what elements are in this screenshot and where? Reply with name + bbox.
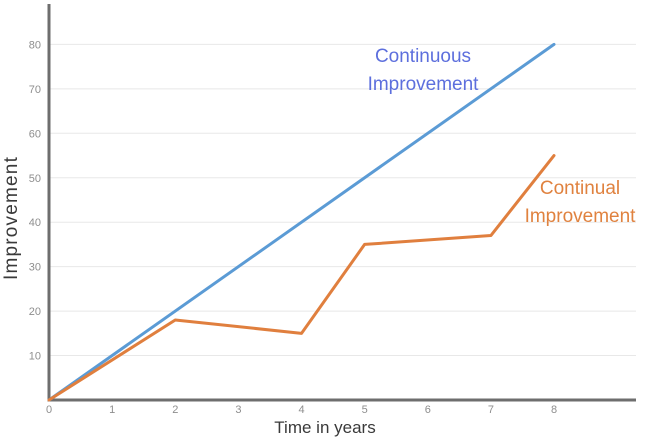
axes [47,4,636,402]
y-tick-label-70: 70 [29,84,41,96]
x-tick-label-8: 8 [551,404,557,416]
x-tick-label-2: 2 [172,404,178,416]
x-tick-label-5: 5 [362,404,368,416]
y-tick-label-80: 80 [29,39,41,51]
x-tick-label-4: 4 [298,404,304,416]
continuous-label-line2: Improvement [368,74,480,95]
continuous-label-line1: Continuous [375,46,471,67]
x-axis-title: Time in years [274,418,375,437]
x-tick-label-7: 7 [488,404,494,416]
y-tick-label-20: 20 [29,306,41,318]
continual-label-line2: Improvement [525,206,637,227]
gridlines [49,43,636,357]
y-tick-label-40: 40 [29,217,41,229]
x-tick-label-3: 3 [235,404,241,416]
series-lines [47,42,556,402]
y-tick-label-60: 60 [29,128,41,140]
x-axis-tick-labels: 0 1 2 3 4 5 6 7 8 [46,404,557,416]
y-tick-label-50: 50 [29,173,41,185]
x-tick-label-0: 0 [46,404,52,416]
series-continuous-annotation: Continuous Improvement [368,46,480,95]
y-axis-title: Improvement [1,156,22,280]
series-continual-improvement-line [47,154,556,402]
y-tick-label-30: 30 [29,262,41,274]
x-tick-label-1: 1 [109,404,115,416]
series-continual-annotation: Continual Improvement [525,178,637,227]
x-tick-label-6: 6 [425,404,431,416]
y-tick-label-10: 10 [29,351,41,363]
series-continuous-improvement-line [47,42,556,402]
continual-label-line1: Continual [540,178,620,199]
y-axis-tick-labels: 10 20 30 40 50 60 70 80 [29,39,41,362]
